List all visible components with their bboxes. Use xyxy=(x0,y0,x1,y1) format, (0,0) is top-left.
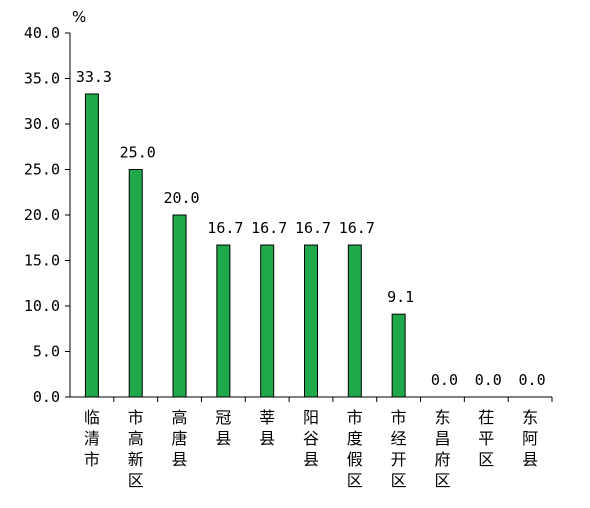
value-labels: 33.3 25.0 20.0 16.7 16.7 16.7 16.7 9.1 0.0 0.0 0.0 xyxy=(76,68,546,389)
category-label: 阳谷县 xyxy=(303,408,319,469)
value-label: 16.7 xyxy=(251,219,287,237)
value-label: 0.0 xyxy=(475,371,502,389)
y-axis-ticks: 0.0 5.0 10.0 15.0 20.0 25.0 30.0 35.0 40.0 xyxy=(24,24,70,406)
category-label: 市经开区 xyxy=(391,408,407,490)
bar xyxy=(216,244,231,398)
category-label: 茌平区 xyxy=(478,408,494,469)
y-tick-label: 10.0 xyxy=(24,297,60,315)
y-tick-label: 0.0 xyxy=(33,388,60,406)
y-tick-label: 30.0 xyxy=(24,115,60,133)
value-label: 33.3 xyxy=(76,68,112,86)
value-label: 0.0 xyxy=(519,371,546,389)
category-label: 高唐县 xyxy=(172,408,188,469)
category-label: 市度假区 xyxy=(347,408,363,490)
category-label: 东昌府区 xyxy=(434,408,450,490)
y-tick-label: 20.0 xyxy=(24,206,60,224)
category-label: 市高新区 xyxy=(128,408,144,490)
bars xyxy=(84,93,553,402)
value-label: 20.0 xyxy=(163,189,199,207)
value-label: 0.0 xyxy=(431,371,458,389)
y-axis-unit-label: % xyxy=(72,8,86,26)
value-label: 16.7 xyxy=(295,219,331,237)
value-label: 16.7 xyxy=(207,219,243,237)
y-tick-label: 35.0 xyxy=(24,70,60,88)
bar xyxy=(172,214,187,398)
value-label: 16.7 xyxy=(339,219,375,237)
bar xyxy=(304,244,318,398)
category-label: 东阿县 xyxy=(522,408,538,469)
y-tick-label: 40.0 xyxy=(24,24,60,42)
value-label: 9.1 xyxy=(387,288,414,306)
y-tick-label: 25.0 xyxy=(24,161,60,179)
category-label: 冠县 xyxy=(215,408,231,448)
bar xyxy=(347,244,362,398)
y-tick-label: 5.0 xyxy=(33,343,60,361)
bar xyxy=(128,169,143,398)
category-label: 临清市 xyxy=(84,408,100,469)
value-label: 25.0 xyxy=(120,144,156,162)
y-tick-label: 15.0 xyxy=(24,252,60,270)
bar xyxy=(391,313,406,398)
bar xyxy=(84,93,99,398)
bar xyxy=(260,244,275,398)
category-label: 莘县 xyxy=(259,408,275,448)
